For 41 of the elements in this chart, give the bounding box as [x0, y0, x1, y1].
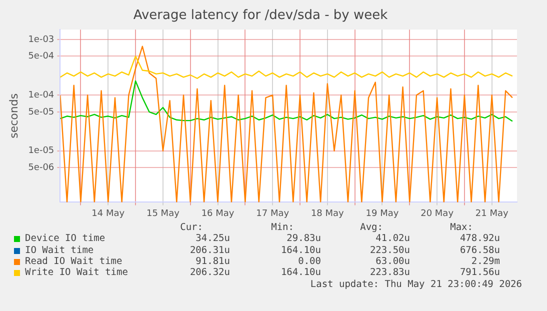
text: 91.81u	[196, 256, 230, 267]
text: Min:	[271, 222, 294, 233]
x-tick-label: 20 May	[420, 208, 454, 219]
x-tick-label: 18 May	[310, 208, 345, 219]
x-tick-label: 21 May	[475, 208, 510, 219]
x-tick-label: 14 May	[92, 208, 126, 219]
legend-label: Write IO Wait time	[25, 267, 128, 278]
text: Max:	[450, 222, 473, 233]
text: 164.10u	[280, 267, 321, 278]
y-tick-label: 1e-04	[28, 90, 54, 100]
y-tick-label: 1e-05	[28, 146, 54, 156]
text: 164.10u	[280, 244, 321, 256]
x-tick-label: 15 May	[146, 208, 180, 219]
text: Cur:	[180, 222, 203, 233]
text: 223.50u	[370, 244, 410, 256]
x-tick-label: 17 May	[256, 208, 290, 219]
text: 41.02u	[376, 233, 410, 244]
text: 206.32u	[190, 267, 230, 278]
y-axis-title: seconds	[7, 93, 20, 138]
x-tick-label: 16 May	[201, 208, 235, 219]
x-tick-label: 19 May	[366, 208, 400, 219]
text: 791.56u	[460, 267, 500, 278]
y-tick-label: 5e-05	[28, 107, 54, 118]
text: 676.58u	[460, 244, 500, 256]
legend-label: IO Wait time	[25, 244, 94, 256]
text: 29.83u	[286, 233, 321, 244]
text: Last update: Thu May 21 23:00:49 2026	[310, 278, 522, 290]
chart-title: Average latency for /dev/sda - by week	[133, 8, 388, 24]
text: 34.25u	[196, 233, 230, 244]
text: 223.83u	[370, 267, 410, 278]
text: Avg:	[360, 222, 383, 233]
y-tick-label: 1e-03	[28, 34, 54, 45]
text: 0.00	[298, 256, 321, 267]
text: 206.31u	[190, 244, 230, 256]
legend-label: Read IO Wait time	[25, 256, 122, 267]
text: 63.00u	[376, 256, 410, 267]
legend-label: Device IO time	[25, 233, 106, 244]
text: 2.29m	[471, 256, 500, 267]
y-tick-label: 5e-04	[28, 52, 54, 62]
y-tick-label: 5e-06	[28, 163, 54, 173]
text: 478.92u	[460, 233, 500, 244]
